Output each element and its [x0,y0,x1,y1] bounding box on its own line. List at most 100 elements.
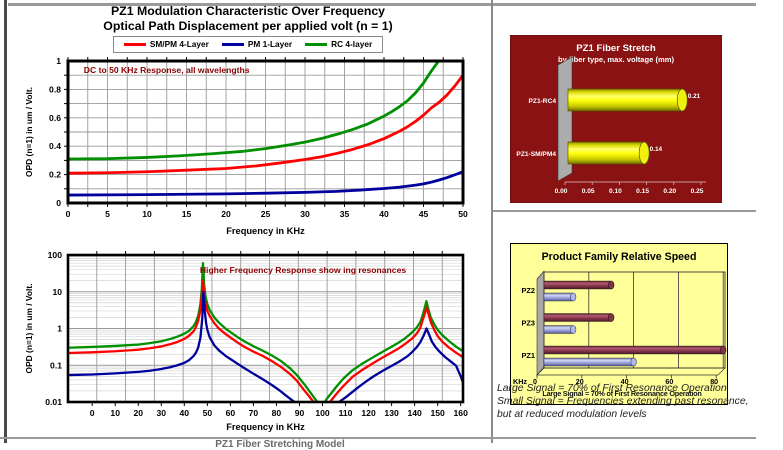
x-tick-label: 40 [180,408,190,418]
x-tick-label: 80 [272,408,282,418]
bar-pz1-series2 [543,357,634,367]
x-tick-label: 150 [430,408,445,418]
series-rc-4-layer [68,61,441,161]
y-tick-label: 0.6 [49,113,61,123]
x-tick-label: 0.20 [663,188,676,195]
y-tick-label: 0 [56,198,61,208]
bar-pz1-rc4 [567,88,683,112]
bar-end-cap [676,88,688,112]
legend-item-rc-4-layer: RC 4-layer [305,39,372,49]
y-axis-title: OPD (n=1) in um / Volt. [24,284,34,374]
series-group [68,262,463,402]
signal-notes: Large Signal = 70% of First Resonance Op… [497,383,777,422]
x-tick-label: 60 [226,408,236,418]
x-tick-label: 10 [110,408,120,418]
x-tick-label: 0 [66,209,71,219]
legend-item-sm-pm-4-layer: SM/PM 4-Layer [123,39,209,49]
series-sm-pm-4-layer [68,279,463,402]
category-label: PZ1-RC4 [529,98,557,105]
x-tick-label: 50 [203,408,213,418]
page-border-top [8,3,756,6]
column-divider [491,0,493,443]
overlay-caption: Large Signal = 70% of First Resonance Op… [542,389,701,398]
x-tick-label: 100 [315,408,330,418]
y-tick-label: 100 [48,250,63,260]
bar-end-cap [608,313,615,322]
legend-box: SM/PM 4-Layer PM 1-Layer RC 4-layer [112,36,384,53]
x-tick-label: 90 [295,408,305,418]
category-label: PZ1 [521,351,535,360]
y-tick-label: 0.4 [49,141,61,151]
chart-annotation: Higher Frequency Response show ing reson… [200,265,407,275]
y-tick-label: 1 [56,56,61,66]
series-pm-1-layer [68,170,463,197]
legend: SM/PM 4-Layer PM 1-Layer RC 4-layer [8,36,488,53]
relative-speed-chart: Product Family Relative Speed 0 20 40 60 80 KH… [510,243,728,405]
right-cell-divider [493,210,756,212]
bar-end-cap [630,357,637,367]
x-tick-label: 120 [361,408,376,418]
x-tick-label: 130 [384,408,399,418]
x-tick-label: 35 [340,209,350,219]
x-tick-label: 70 [249,408,259,418]
bar-pz2-series2 [543,292,574,302]
x-tick-label: 20 [221,209,231,219]
legend-label: PM 1-Layer [247,39,293,49]
legend-item-pm-1-layer: PM 1-Layer [221,39,293,49]
chart-title: PZ1 Modulation Characteristic Over Frequ… [110,4,386,18]
x-tick-label: 30 [300,209,310,219]
bar-value-label: 0.14 [650,146,663,153]
bar-pz1-sm-pm4 [567,141,645,165]
x-tick-label: 110 [339,408,353,418]
legend-swatch [221,42,244,46]
category-label: PZ1-SM/PM4 [516,151,556,158]
page-border-bottom [0,437,756,439]
y-tick-label: 0.1 [50,360,62,370]
page-border-left [4,0,7,443]
x-axis-title: Frequency in KHz [226,226,305,236]
x-tick-label: 25 [261,209,271,219]
x-tick-label: 0 [90,408,95,418]
y-axis-title: OPD (n=1) in um / Volt. [24,87,34,177]
bar-end-cap [570,292,577,302]
panel-background [510,35,722,203]
x-tick-label: 40 [621,377,629,386]
floor-3d [536,367,726,376]
chart-subtitle: Optical Path Displacement per applied vo… [103,19,393,33]
series-pm-1-layer [68,290,463,402]
x-tick-label: 0.10 [609,188,622,195]
y-tick-label: 10 [52,287,62,297]
bar-pz2-series1 [543,280,612,290]
y-tick-label: 1 [57,324,62,334]
y-tick-label: 0.2 [49,170,61,180]
x-tick-label: 0.15 [636,188,649,195]
note-large-signal: Large Signal = 70% of First Resonance Op… [497,383,727,394]
x-tick-label: 0.25 [691,188,704,195]
chart-annotation: DC to 50 KHz Response, all wavelengths [84,65,250,75]
x-tick-label: 140 [407,408,422,418]
modulation-log-panel: Higher Frequency Response show ing reson… [8,246,488,436]
bar-end-cap [720,345,727,355]
series-rc-4-layer [68,262,463,402]
bar-value-label: 0.21 [688,93,701,100]
x-tick-label: 60 [665,377,673,386]
note-small-signal-cont: but at reduced modulation levels [497,408,647,420]
x-tick-label: 5 [105,209,110,219]
bar-pz1-series1 [543,345,724,355]
plot-area [64,57,464,207]
note-small-signal: Small Signal = Frequencies extending pas… [497,395,749,407]
x-tick-label: 45 [419,209,429,219]
x-tick-label: 50 [458,209,468,219]
bar-pz3-series1 [543,313,612,322]
x-tick-label: 40 [379,209,389,219]
modulation-log-chart: Higher Frequency Response show ing reson… [24,250,469,432]
modulation-linear-panel: PZ1 Modulation Characteristic Over Frequ… [8,4,488,242]
chart-subtitle: by fiber type, max. voltage (mm) [558,55,675,64]
modulation-linear-chart: DC to 50 KHz Response, all wavelengths 0 5… [24,56,468,236]
x-axis-title: Frequency in KHz [226,422,305,432]
category-label: PZ3 [521,319,535,328]
x-tick-label: 160 [454,408,469,418]
y-tick-label: 0.01 [45,397,62,407]
x-tick-label: 10 [142,209,152,219]
footer-caption: PZ1 Fiber Stretching Model [215,439,345,450]
